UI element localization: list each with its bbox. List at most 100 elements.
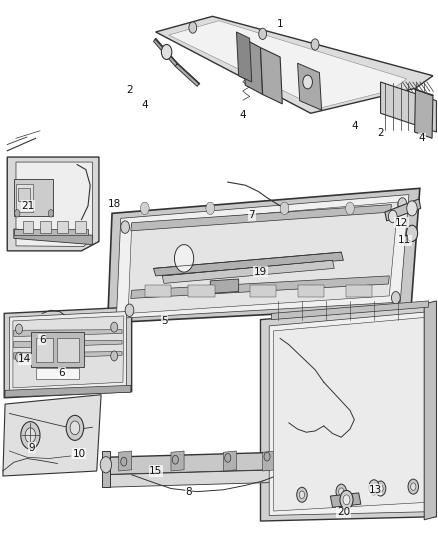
Polygon shape [117,195,409,318]
Polygon shape [297,63,321,110]
Circle shape [111,322,118,332]
Text: 10: 10 [73,448,86,458]
Circle shape [15,352,22,362]
Text: 21: 21 [21,201,35,211]
Polygon shape [243,38,263,94]
Bar [346,285,372,296]
Bar [18,188,30,201]
Circle shape [340,490,353,509]
Text: 11: 11 [398,235,411,245]
Circle shape [264,453,270,461]
Text: 13: 13 [369,485,382,495]
Polygon shape [272,301,428,320]
Polygon shape [131,276,389,298]
Bar [75,221,86,233]
Polygon shape [223,451,237,471]
Circle shape [407,201,417,216]
Circle shape [225,454,231,462]
Bar [40,221,51,233]
Text: 9: 9 [29,443,35,453]
Polygon shape [424,301,436,520]
Text: 8: 8 [185,487,192,497]
Polygon shape [131,205,392,231]
Bar [145,285,171,296]
Circle shape [174,245,194,272]
Text: 20: 20 [337,507,350,518]
Text: 1: 1 [277,19,283,29]
Polygon shape [153,38,177,67]
Polygon shape [13,316,124,388]
Circle shape [411,483,416,490]
Polygon shape [3,395,101,476]
Text: 18: 18 [108,199,121,209]
Circle shape [100,457,112,473]
Bar [57,221,68,233]
Bar [250,285,276,296]
Text: 2: 2 [377,128,384,138]
Polygon shape [269,311,431,515]
Polygon shape [106,470,280,487]
Polygon shape [155,17,433,114]
Polygon shape [14,340,122,348]
Text: 4: 4 [419,133,425,143]
Circle shape [392,292,400,304]
Text: 5: 5 [161,316,168,326]
Circle shape [375,481,386,496]
Text: 4: 4 [351,121,358,131]
Polygon shape [381,82,436,132]
Circle shape [406,225,418,241]
Circle shape [280,202,289,215]
Polygon shape [169,21,407,108]
Circle shape [378,485,383,492]
Circle shape [161,44,172,60]
Bar [35,338,53,362]
Circle shape [299,491,304,498]
Polygon shape [5,385,131,397]
Circle shape [121,457,127,466]
Circle shape [369,480,379,495]
Bar [14,179,53,216]
Circle shape [111,351,118,361]
Polygon shape [261,47,283,104]
Polygon shape [415,90,433,138]
Circle shape [70,421,80,435]
Circle shape [66,415,84,440]
Text: 4: 4 [240,109,246,119]
Circle shape [343,495,350,505]
Polygon shape [261,304,436,521]
Circle shape [389,210,397,223]
Polygon shape [14,330,122,336]
Text: 7: 7 [248,210,255,220]
Polygon shape [10,311,127,393]
Circle shape [141,202,149,215]
Text: 14: 14 [18,354,32,364]
Polygon shape [175,63,199,86]
Circle shape [25,428,35,443]
Circle shape [206,202,215,215]
Circle shape [48,209,53,217]
Text: 2: 2 [126,85,133,94]
Polygon shape [7,157,99,251]
Polygon shape [16,162,92,246]
Circle shape [398,198,407,210]
Bar [35,368,79,379]
Bar [14,229,88,235]
Polygon shape [171,451,184,471]
Polygon shape [14,229,92,245]
Circle shape [125,304,134,317]
Text: 12: 12 [395,217,408,228]
Polygon shape [385,199,421,221]
Text: 4: 4 [141,100,148,110]
Polygon shape [108,188,420,323]
Text: 6: 6 [59,368,65,378]
Circle shape [259,28,267,39]
Circle shape [21,422,40,449]
Polygon shape [128,202,398,313]
Polygon shape [4,307,132,398]
Polygon shape [119,451,132,471]
Text: 19: 19 [254,266,267,277]
Circle shape [15,324,22,334]
Polygon shape [102,451,110,487]
Polygon shape [14,352,122,359]
Polygon shape [237,32,252,82]
